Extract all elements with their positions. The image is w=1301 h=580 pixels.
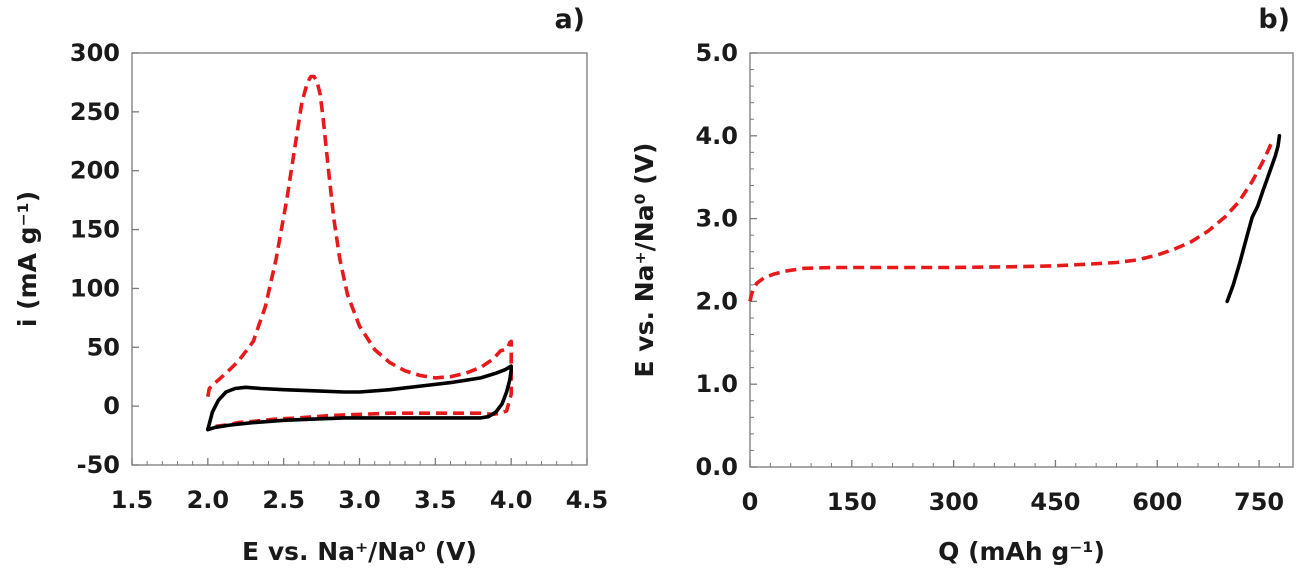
x-tick-label-b: 150 [827,488,877,516]
x-tick-label-a: 2.0 [187,486,230,514]
x-tick-label-a: 2.5 [262,486,305,514]
x-tick-label-b: 450 [1030,488,1080,516]
chart-panel-a: -50 0 50 100 150 200 250 300 1.5 2.0 2.5 3.0 3.5 4.0 4… [13,4,608,566]
panel-label-a: a) [554,4,585,35]
y-axis-title-b: E vs. Na⁺/Na⁰ (V) [630,143,659,378]
panel-label-b: b) [1258,4,1290,35]
chart-panel-b: 0.0 1.0 2.0 3.0 4.0 5.0 0 150 300 450 600 750 Q (mAh… [630,4,1294,566]
x-tick-label-b: 600 [1132,488,1182,516]
dashed-series-a [206,74,513,431]
y-tick-label-a: -50 [77,451,120,479]
x-tick-label-b: 300 [929,488,979,516]
x-tick-label-b: 750 [1234,488,1284,516]
x-tick-label-b: 0 [742,488,759,516]
dashed-series-b [748,139,1275,302]
x-axis-title-a: E vs. Na⁺/Na⁰ (V) [242,537,477,566]
y-tick-label-b: 4.0 [695,122,738,150]
y-tick-label-b: 1.0 [695,370,738,398]
solid-series-a [206,364,513,432]
x-axis-title-b: Q (mAh g⁻¹) [938,537,1105,566]
plot-frame-b [749,52,1294,468]
y-tick-label-a: 150 [70,216,120,244]
plot-frame-a [131,52,588,466]
y-tick-label-a: 50 [87,333,120,361]
y-tick-label-b: 2.0 [695,287,738,315]
y-tick-label-a: 250 [70,98,120,126]
x-tick-label-a: 4.5 [566,486,609,514]
y-tick-label-a: 100 [70,274,120,302]
y-tick-label-a: 200 [70,157,120,185]
x-tick-label-a: 1.5 [111,486,154,514]
y-tick-label-a: 0 [103,392,120,420]
y-tick-label-b: 3.0 [695,205,738,233]
y-tick-label-b: 5.0 [695,39,738,67]
x-tick-label-a: 4.0 [490,486,533,514]
y-tick-label-b: 0.0 [695,453,738,481]
solid-series-b [1225,134,1282,304]
x-tick-label-a: 3.0 [338,486,381,514]
x-tick-label-a: 3.5 [414,486,457,514]
y-tick-label-a: 300 [70,39,120,67]
y-axis-title-a: i (mA g⁻¹) [13,191,42,327]
